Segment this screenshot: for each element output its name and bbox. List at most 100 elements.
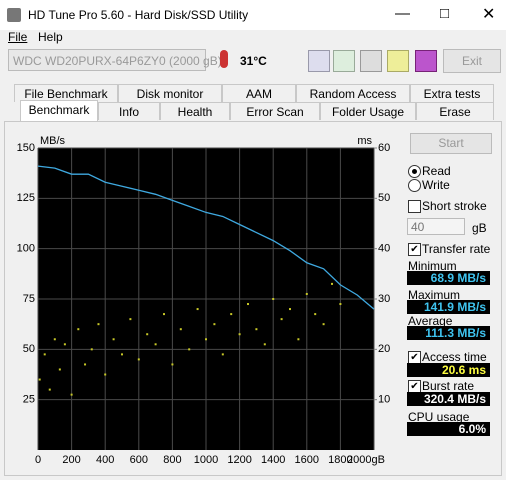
exit-button[interactable]: Exit xyxy=(443,49,501,73)
tab[interactable]: Health xyxy=(160,102,230,120)
access-time-point xyxy=(112,338,115,341)
access-time-point xyxy=(70,393,73,396)
access-time-point xyxy=(314,313,317,316)
x-tick-label: 1400 xyxy=(261,454,285,466)
x-tick-label: 800 xyxy=(163,454,181,466)
tab[interactable]: Random Access xyxy=(296,84,410,102)
transfer-rate-line xyxy=(37,165,375,310)
app-icon xyxy=(7,8,21,22)
tab[interactable]: Info xyxy=(98,102,160,120)
save-button[interactable] xyxy=(415,50,437,72)
access-time-point xyxy=(121,353,123,356)
access-time-point xyxy=(263,343,266,346)
short-stroke-unit: gB xyxy=(472,221,487,235)
short-stroke-input[interactable]: 40 xyxy=(407,218,465,235)
access-time-point xyxy=(104,373,107,376)
access-time-point xyxy=(38,378,41,381)
title-bar xyxy=(0,0,506,30)
y2-tick-label: 50 xyxy=(378,192,390,204)
y-tick-label: 125 xyxy=(17,192,35,204)
access-time-point xyxy=(154,343,157,346)
tab[interactable]: Extra tests xyxy=(410,84,494,102)
write-radio[interactable] xyxy=(408,179,421,192)
close[interactable]: ✕ xyxy=(482,6,496,23)
y-axis-label: MB/s xyxy=(40,135,66,147)
access-time-point xyxy=(331,282,333,285)
menu-help[interactable]: Help xyxy=(38,30,63,44)
transfer-rate-label: Transfer rate xyxy=(422,242,491,256)
access-time-point xyxy=(339,303,342,306)
average-value: 111.3 MB/s xyxy=(407,326,490,340)
average-label: Average xyxy=(408,314,453,328)
access-time-point xyxy=(179,328,182,331)
thermometer xyxy=(220,50,228,68)
access-time-point xyxy=(280,318,283,321)
access-time-point xyxy=(97,323,100,326)
minimum-label: Minimum xyxy=(408,259,457,273)
access-time-point xyxy=(163,313,165,316)
x-tick-label: 200 xyxy=(62,454,80,466)
access-time-point xyxy=(247,303,249,306)
transfer-rate-checkbox[interactable]: ✔ xyxy=(408,243,421,256)
access-time-point xyxy=(289,308,291,311)
y2-tick-label: 10 xyxy=(378,394,390,406)
access-time-point xyxy=(297,338,300,341)
temperature: 31°C xyxy=(240,54,267,68)
x-tick-label: 600 xyxy=(130,454,148,466)
y2-tick-label: 30 xyxy=(378,293,390,305)
copy-all-button[interactable] xyxy=(333,50,355,72)
access-time-point xyxy=(171,363,174,366)
tab[interactable]: Folder Usage xyxy=(320,102,416,120)
access-time-point xyxy=(305,292,308,295)
y-tick-label: 50 xyxy=(23,343,35,355)
window-title: HD Tune Pro 5.60 - Hard Disk/SSD Utility xyxy=(28,8,249,22)
menu-file[interactable]: File xyxy=(8,30,28,44)
x-tick-label: 1000 xyxy=(194,454,218,466)
y-tick-label: 25 xyxy=(23,394,35,406)
options-button[interactable] xyxy=(387,50,409,72)
read-radio[interactable] xyxy=(408,165,421,178)
tab[interactable]: Disk monitor xyxy=(118,84,222,102)
write-label: Write xyxy=(422,178,450,192)
access-time-value: 20.6 ms xyxy=(407,363,490,377)
access-time-point xyxy=(238,333,241,336)
y-tick-label: 100 xyxy=(17,243,35,255)
y-tick-label: 150 xyxy=(17,142,35,154)
tab[interactable]: AAM xyxy=(222,84,296,102)
access-time-point xyxy=(146,333,149,336)
minimize[interactable]: — xyxy=(395,5,410,22)
x-tick-label: 1200 xyxy=(227,454,251,466)
access-time-label: Access time xyxy=(422,350,487,364)
access-time-point xyxy=(221,353,224,356)
maximize[interactable]: □ xyxy=(440,5,450,22)
drive-select[interactable]: WDC WD20PURX-64P6ZY0 (2000 gB) xyxy=(8,49,222,71)
y2-tick-label: 40 xyxy=(378,243,390,255)
access-time-point xyxy=(63,343,66,346)
burst-rate-label: Burst rate xyxy=(422,379,475,393)
screenshot-button[interactable] xyxy=(360,50,382,72)
cpu-usage-label: CPU usage xyxy=(408,410,470,424)
short-stroke-checkbox[interactable] xyxy=(408,200,421,213)
tab[interactable]: Benchmark xyxy=(20,100,98,121)
tab[interactable]: Error Scan xyxy=(230,102,320,120)
tab[interactable]: File Benchmark xyxy=(14,84,118,102)
access-time-point xyxy=(84,363,87,366)
maximum-label: Maximum xyxy=(408,288,461,302)
access-time-point xyxy=(48,388,51,391)
x-tick-label: 400 xyxy=(96,454,114,466)
copy-button[interactable] xyxy=(308,50,330,72)
y2-axis-label: ms xyxy=(357,135,372,147)
x-tick-label: 1800 xyxy=(328,454,352,466)
start-button[interactable]: Start xyxy=(410,133,492,154)
minimum-value: 68.9 MB/s xyxy=(407,271,490,285)
access-time-point xyxy=(272,298,275,300)
maximum-value: 141.9 MB/s xyxy=(407,300,490,314)
access-time-point xyxy=(137,358,140,361)
access-time-point xyxy=(77,328,80,331)
tab[interactable]: Erase xyxy=(416,102,494,120)
access-time-point xyxy=(129,318,132,321)
access-time-point xyxy=(255,328,258,331)
x-tick-label: 1600 xyxy=(295,454,319,466)
short-stroke-label: Short stroke xyxy=(422,199,487,213)
